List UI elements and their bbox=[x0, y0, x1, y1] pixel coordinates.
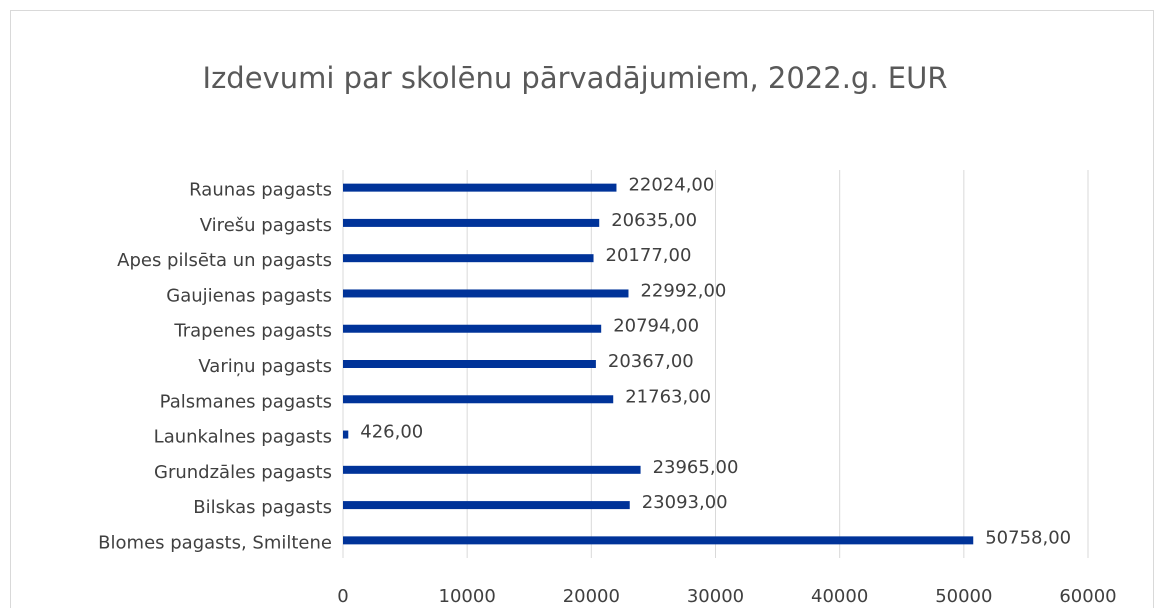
y-tick-label: Virešu pagasts bbox=[200, 215, 332, 236]
y-tick-label: Grundzāles pagasts bbox=[154, 462, 332, 483]
data-label: 21763,00 bbox=[625, 386, 711, 407]
bar bbox=[343, 218, 600, 227]
data-label: 50758,00 bbox=[985, 527, 1071, 548]
bar bbox=[343, 360, 596, 368]
x-tick-label: 10000 bbox=[439, 586, 496, 607]
data-label: 20177,00 bbox=[606, 245, 692, 266]
data-label: 22992,00 bbox=[640, 280, 726, 301]
data-label: 22024,00 bbox=[628, 175, 714, 196]
bar bbox=[343, 289, 629, 298]
bar bbox=[343, 183, 617, 192]
x-tick-label: 50000 bbox=[935, 586, 992, 607]
y-tick-label: Apes pilsēta un pagasts bbox=[117, 250, 332, 271]
y-tick-label: Gaujienas pagasts bbox=[166, 285, 332, 306]
bar bbox=[343, 536, 974, 545]
bar bbox=[343, 501, 630, 510]
bar bbox=[343, 395, 614, 404]
bar bbox=[343, 465, 641, 474]
y-tick-label: Variņu pagasts bbox=[198, 356, 332, 377]
data-label: 426,00 bbox=[360, 422, 423, 443]
y-tick-label: Bilskas pagasts bbox=[193, 497, 332, 518]
x-tick-label: 20000 bbox=[563, 586, 620, 607]
data-label: 20367,00 bbox=[608, 351, 694, 372]
data-label: 23965,00 bbox=[653, 457, 739, 478]
y-tick-label: Blomes pagasts, Smiltene bbox=[98, 532, 332, 553]
bar bbox=[343, 430, 349, 439]
x-tick-label: 0 bbox=[337, 586, 348, 607]
y-tick-label: Raunas pagasts bbox=[189, 180, 332, 201]
x-tick-label: 30000 bbox=[687, 586, 744, 607]
y-tick-label: Palsmanes pagasts bbox=[160, 391, 332, 412]
y-tick-label: Trapenes pagasts bbox=[173, 321, 332, 342]
x-tick-label: 60000 bbox=[1059, 586, 1116, 607]
data-label: 20635,00 bbox=[611, 210, 697, 231]
data-label: 23093,00 bbox=[642, 492, 728, 513]
chart-title: Izdevumi par skolēnu pārvadājumiem, 2022… bbox=[203, 61, 948, 95]
bar bbox=[343, 324, 602, 333]
bar bbox=[343, 254, 594, 263]
y-tick-label: Launkalnes pagasts bbox=[154, 427, 332, 448]
x-tick-label: 40000 bbox=[811, 586, 868, 607]
chart-border bbox=[10, 10, 1154, 608]
data-label: 20794,00 bbox=[613, 316, 699, 337]
